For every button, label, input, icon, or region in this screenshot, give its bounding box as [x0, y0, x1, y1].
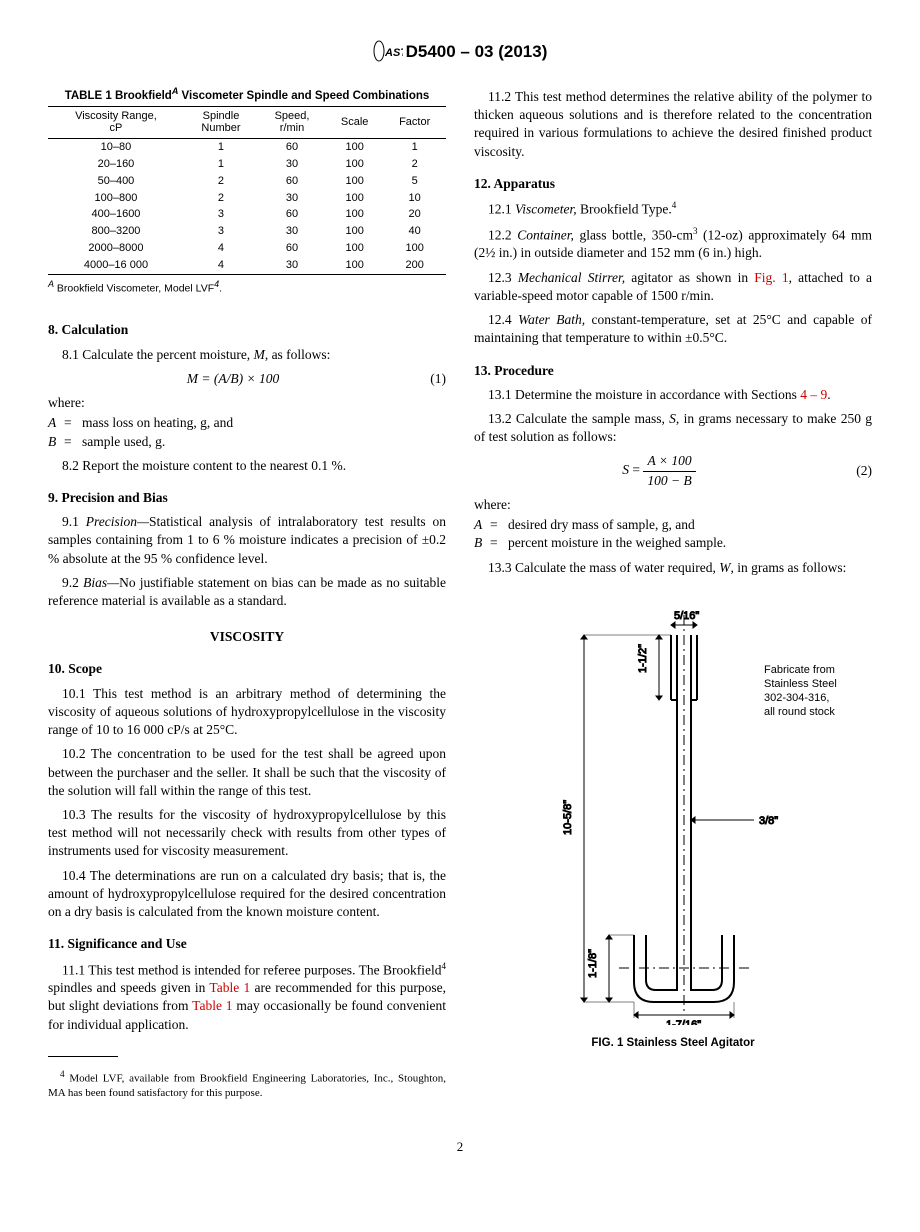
table-row: 4000–16 000430100200: [48, 257, 446, 274]
where-label: where:: [48, 394, 446, 412]
table-header: SpindleNumber: [184, 106, 258, 138]
table-header: Scale: [326, 106, 383, 138]
table-header: Speed,r/min: [258, 106, 326, 138]
two-column-layout: TABLE 1 BrookfieldA Viscometer Spindle a…: [48, 82, 872, 1112]
section-8-heading: 8. Calculation: [48, 321, 446, 339]
para-11-2: 11.2 This test method determines the rel…: [474, 88, 872, 161]
para-9-1: 9.1 Precision—Statistical analysis of in…: [48, 513, 446, 568]
section-11-heading: 11. Significance and Use: [48, 935, 446, 953]
figure-1: 5/16" 1-1/2" 10-5/8" 1-1/8": [474, 605, 872, 1052]
dim-top: 5/16": [674, 610, 699, 622]
table-row: 20–1601301002: [48, 156, 446, 173]
fig-note-3: 302-304-316,: [764, 692, 829, 704]
ref-table1-b[interactable]: Table 1: [192, 998, 232, 1013]
fig-note-2: Stainless Steel: [764, 678, 837, 690]
document-header: ASTM D5400 – 03 (2013): [48, 40, 872, 64]
para-11-1: 11.1 This test method is intended for re…: [48, 960, 446, 1034]
para-13-1: 13.1 Determine the moisture in accordanc…: [474, 386, 872, 404]
table1-title: TABLE 1 BrookfieldA Viscometer Spindle a…: [48, 86, 446, 104]
section-9-heading: 9. Precision and Bias: [48, 489, 446, 507]
table-row: 100–80023010010: [48, 190, 446, 207]
footnote-rule: [48, 1056, 118, 1057]
para-13-2: 13.2 Calculate the sample mass, S, in gr…: [474, 410, 872, 446]
para-10-4: 10.4 The determinations are run on a cal…: [48, 867, 446, 922]
equation-1: M = (A/B) × 100 (1): [48, 370, 446, 388]
page-number: 2: [48, 1138, 872, 1156]
figure-1-caption: FIG. 1 Stainless Steel Agitator: [474, 1036, 872, 1052]
table-row: 10–801601001: [48, 138, 446, 155]
table-row: 2000–8000460100100: [48, 240, 446, 257]
ref-sec4-9[interactable]: 4 – 9: [800, 387, 827, 402]
dim-wbottom: 1-7/16": [666, 1019, 701, 1025]
equation-2: S = A × 100100 − B (2): [474, 452, 872, 489]
ref-table1-a[interactable]: Table 1: [209, 980, 250, 995]
ref-fig1[interactable]: Fig. 1: [754, 270, 788, 285]
para-12-4: 12.4 Water Bath, constant-temperature, s…: [474, 311, 872, 347]
table1: Viscosity Range,cPSpindleNumberSpeed,r/m…: [48, 106, 446, 275]
para-12-1: 12.1 Viscometer, Brookfield Type.4: [474, 199, 872, 219]
left-column: TABLE 1 BrookfieldA Viscometer Spindle a…: [48, 82, 446, 1112]
agitator-diagram-icon: 5/16" 1-1/2" 10-5/8" 1-1/8": [474, 605, 864, 1025]
table1-footnote: A Brookfield Viscometer, Model LVF4.: [48, 278, 446, 296]
svg-text:ASTM: ASTM: [384, 47, 403, 59]
para-8-2: 8.2 Report the moisture content to the n…: [48, 457, 446, 475]
fig-note-1: Fabricate from: [764, 664, 835, 676]
dim-shaft: 3/8": [759, 815, 778, 827]
para-12-3: 12.3 Mechanical Stirrer, agitator as sho…: [474, 269, 872, 305]
dim-h1: 1-1/2": [637, 644, 649, 673]
para-8-1: 8.1 Calculate the percent moisture, M, a…: [48, 346, 446, 364]
table-header: Viscosity Range,cP: [48, 106, 184, 138]
table-row: 400–160036010020: [48, 206, 446, 223]
where-list-8: A=mass loss on heating, g, and B=sample …: [48, 414, 446, 450]
table-row: 800–320033010040: [48, 223, 446, 240]
section-13-heading: 13. Procedure: [474, 362, 872, 380]
section-12-heading: 12. Apparatus: [474, 175, 872, 193]
para-10-3: 10.3 The results for the viscosity of hy…: [48, 806, 446, 861]
para-10-1: 10.1 This test method is an arbitrary me…: [48, 685, 446, 740]
fig-note-4: all round stock: [764, 706, 835, 718]
dim-htotal: 10-5/8": [562, 800, 574, 835]
para-13-3: 13.3 Calculate the mass of water require…: [474, 559, 872, 577]
para-12-2: 12.2 Container, glass bottle, 350-cm3 (1…: [474, 225, 872, 263]
section-10-heading: 10. Scope: [48, 660, 446, 678]
table-header: Factor: [383, 106, 446, 138]
footnote-4: 4 Model LVF, available from Brookfield E…: [48, 1068, 446, 1101]
dim-hbottom: 1-1/8": [587, 949, 599, 978]
para-10-2: 10.2 The concentration to be used for th…: [48, 745, 446, 800]
where-label-13: where:: [474, 496, 872, 514]
where-list-13: A=desired dry mass of sample, g, and B=p…: [474, 516, 872, 552]
para-9-2: 9.2 Bias—No justifiable statement on bia…: [48, 574, 446, 610]
viscosity-heading: VISCOSITY: [48, 628, 446, 646]
table-row: 50–4002601005: [48, 173, 446, 190]
astm-logo-icon: ASTM: [373, 40, 403, 62]
designation: D5400 – 03 (2013): [406, 42, 548, 61]
right-column: 11.2 This test method determines the rel…: [474, 82, 872, 1112]
